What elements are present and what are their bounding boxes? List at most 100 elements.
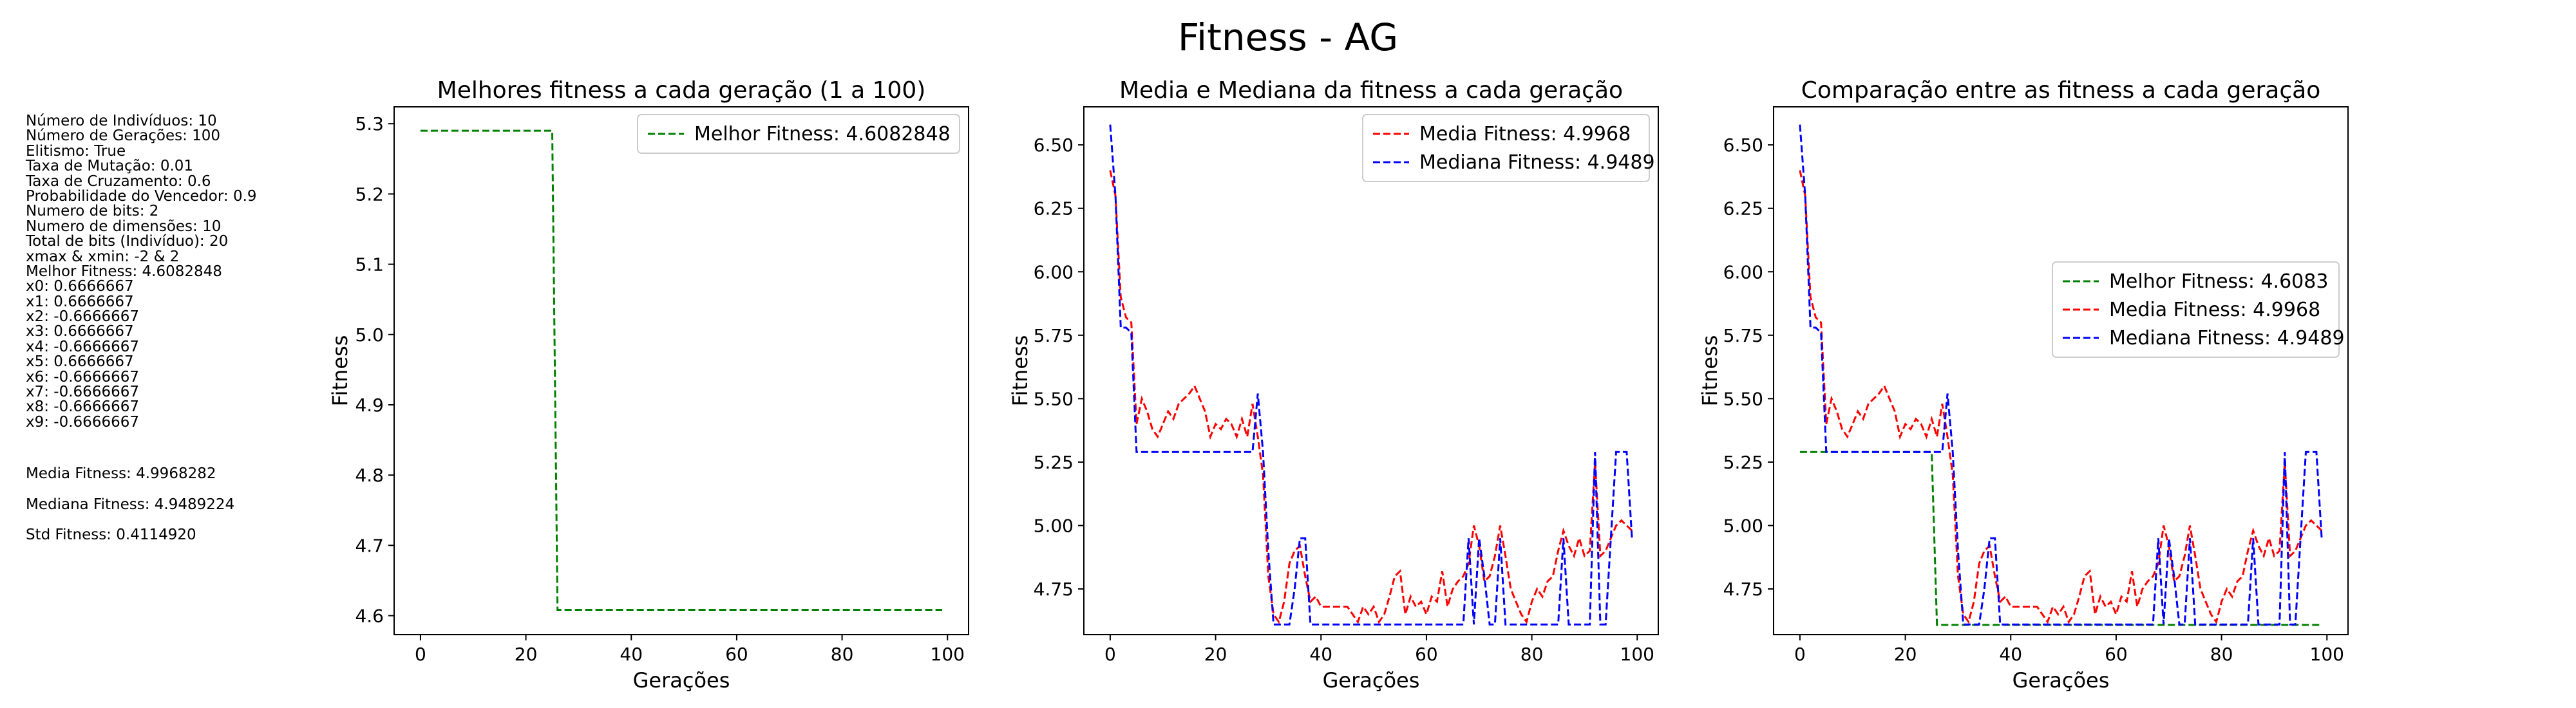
parameter-line: Melhor Fitness: 4.6082848 (26, 263, 222, 280)
parameter-line: Total de bits (Indivíduo): 20 (26, 233, 229, 250)
y-tick-label: 5.50 (1034, 388, 1074, 409)
summary-stat: Std Fitness: 0.4114920 (26, 526, 196, 543)
x-tick-label: 100 (931, 644, 965, 665)
legend-entry: Melhor Fitness: 4.6083 (2109, 270, 2328, 293)
parameter-line: x5: 0.6666667 (26, 353, 134, 371)
legend-entry: Mediana Fitness: 4.9489 (1419, 151, 1655, 174)
parameters-panel: Número de Indivíduos: 10 Número de Geraçõ… (26, 113, 257, 543)
axes-frame (1083, 106, 1659, 635)
series-line-1 (1109, 170, 1633, 624)
y-tick-label: 6.00 (1034, 261, 1074, 283)
x-axis-label: Gerações (2012, 668, 2110, 693)
x-tick-label: 60 (1415, 644, 1438, 665)
x-axis-label: Gerações (633, 668, 730, 693)
y-axis-label: Fitness (1698, 335, 1722, 407)
y-tick-label: 6.25 (1034, 198, 1074, 219)
series-line-1 (1799, 451, 2322, 626)
y-axis-label: Fitness (1008, 335, 1032, 407)
y-tick-label: 5.2 (355, 183, 384, 205)
x-tick-label: 60 (2105, 644, 2128, 665)
y-tick-label: 5.0 (355, 324, 384, 346)
x-tick-label: 40 (1999, 644, 2022, 665)
x-tick-label: 20 (515, 644, 538, 665)
x-tick-label: 0 (1794, 644, 1806, 665)
x-tick-label: 100 (1620, 644, 1654, 665)
parameter-line: x3: 0.6666667 (26, 323, 134, 340)
series-line-3 (1799, 124, 2323, 626)
y-tick-label: 5.75 (1034, 325, 1074, 346)
chart-3: Comparação entre as fitness a cada geraç… (1698, 77, 2349, 693)
legend-entry: Media Fitness: 4.9968 (2109, 299, 2320, 321)
legend: Melhor Fitness: 4.6083 Media Fitness: 4.9… (2052, 261, 2345, 358)
y-tick-label: 4.9 (355, 395, 384, 416)
x-tick-label: 80 (831, 644, 854, 665)
series-line-2 (1799, 170, 2323, 624)
x-tick-label: 40 (620, 644, 643, 665)
y-tick-label: 5.75 (1723, 325, 1763, 346)
x-tick-label: 80 (2210, 644, 2233, 665)
legend-frame (1362, 114, 1650, 182)
x-tick-label: 60 (725, 644, 748, 665)
y-axis-label: Fitness (328, 335, 352, 407)
y-tick-label: 6.50 (1034, 135, 1074, 156)
parameter-line: Número de Gerações: 100 (26, 127, 221, 145)
y-tick-label: 4.8 (355, 465, 384, 486)
parameter-line: x1: 0.6666667 (26, 293, 134, 310)
parameter-line: Número de Indivíduos: 10 (26, 113, 217, 129)
axes-frame (1773, 106, 2349, 635)
chart-1: Melhores fitness a cada geração (1 a 100… (328, 77, 969, 693)
chart-title: Comparação entre as fitness a cada geraç… (1801, 77, 2320, 104)
figure-title: Fitness - AG (1177, 15, 1399, 59)
y-tick-label: 6.25 (1723, 198, 1763, 219)
y-tick-label: 4.6 (355, 606, 384, 627)
y-tick-label: 6.00 (1723, 261, 1763, 283)
y-tick-label: 5.3 (355, 113, 384, 135)
legend-entry: Mediana Fitness: 4.9489 (2109, 327, 2345, 349)
chart-title: Media e Mediana da fitness a cada geraçã… (1119, 77, 1623, 104)
y-tick-label: 5.25 (1034, 452, 1074, 473)
summary-stat: Mediana Fitness: 4.9489224 (26, 496, 235, 513)
x-tick-label: 100 (2310, 644, 2344, 665)
y-tick-label: 5.50 (1723, 388, 1763, 409)
x-tick-label: 20 (1894, 644, 1917, 665)
legend-entry: Media Fitness: 4.9968 (1419, 123, 1631, 145)
x-axis-label: Gerações (1323, 668, 1420, 693)
legend-frame (2052, 261, 2340, 358)
parameter-line: xmax & xmin: -2 & 2 (26, 248, 180, 265)
parameter-line: x7: -0.6666667 (26, 384, 139, 401)
x-tick-label: 20 (1204, 644, 1227, 665)
chart-2: Media e Mediana da fitness a cada geraçã… (1008, 77, 1659, 693)
y-tick-label: 5.00 (1034, 515, 1074, 536)
axes-frame (393, 106, 969, 635)
y-tick-label: 4.75 (1034, 579, 1074, 600)
parameter-line: Taxa de Mutação: 0.01 (26, 158, 194, 175)
y-tick-label: 4.75 (1723, 579, 1763, 600)
parameter-line: x2: -0.6666667 (26, 308, 139, 326)
legend: Media Fitness: 4.9968 Mediana Fitness: 4.… (1362, 114, 1655, 182)
series-line-1 (420, 129, 943, 611)
series-line-2 (1109, 124, 1633, 626)
parameter-line: x4: -0.6666667 (26, 338, 139, 355)
x-tick-label: 0 (1104, 644, 1116, 665)
parameter-line: Probabilidade do Vencedor: 0.9 (26, 187, 257, 205)
parameter-line: Elitismo: True (26, 142, 126, 160)
chart-title: Melhores fitness a cada geração (1 a 100… (437, 77, 926, 104)
legend-entry: Melhor Fitness: 4.6082848 (694, 123, 951, 145)
y-tick-label: 4.7 (355, 535, 384, 556)
parameter-line: Numero de bits: 2 (26, 203, 159, 220)
y-tick-label: 5.25 (1723, 452, 1763, 473)
legend-frame (637, 114, 960, 154)
parameter-line: x8: -0.6666667 (26, 398, 139, 416)
y-tick-label: 5.00 (1723, 515, 1763, 536)
summary-stat: Media Fitness: 4.9968282 (26, 465, 216, 482)
y-tick-label: 5.1 (355, 254, 384, 275)
x-tick-label: 40 (1309, 644, 1332, 665)
parameter-line: x9: -0.6666667 (26, 413, 139, 431)
parameter-line: x0: 0.6666667 (26, 278, 134, 295)
x-tick-label: 80 (1520, 644, 1544, 665)
parameter-line: Numero de dimensões: 10 (26, 218, 222, 235)
x-tick-label: 0 (415, 644, 426, 665)
parameter-line: x6: -0.6666667 (26, 368, 139, 386)
y-tick-label: 6.50 (1723, 135, 1763, 156)
